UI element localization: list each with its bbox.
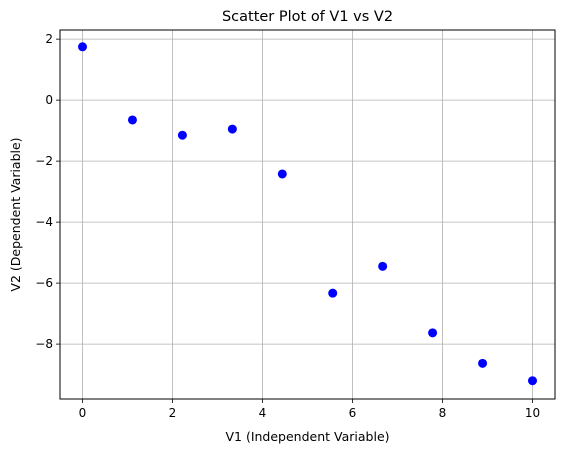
data-point xyxy=(428,328,438,338)
data-point xyxy=(378,261,388,271)
x-axis-label: V1 (Independent Variable) xyxy=(225,429,389,444)
grid-lines xyxy=(60,30,555,399)
x-tick-label: 2 xyxy=(169,406,177,420)
y-tick-label: −8 xyxy=(35,337,53,351)
x-tick-label: 10 xyxy=(525,406,540,420)
y-tick-label: 2 xyxy=(45,32,53,46)
plot-frame xyxy=(59,29,556,400)
y-tick-label: −2 xyxy=(35,154,53,168)
data-point xyxy=(227,124,237,134)
y-tick-label: −6 xyxy=(35,276,53,290)
data-point xyxy=(528,376,537,386)
chart-title: Scatter Plot of V1 vs V2 xyxy=(222,9,393,25)
data-point xyxy=(478,358,488,368)
data-points xyxy=(78,42,537,386)
x-ticks: 0 2 4 6 8 10 xyxy=(79,399,540,420)
data-point xyxy=(127,115,137,125)
x-tick-label: 0 xyxy=(79,406,87,420)
x-tick-label: 4 xyxy=(259,406,267,420)
y-ticks: 2 0 −2 −4 −6 −8 xyxy=(35,32,60,351)
data-point xyxy=(177,130,187,140)
data-point xyxy=(277,169,287,179)
y-axis-label: V2 (Dependent Variable) xyxy=(8,137,23,291)
y-tick-label: 0 xyxy=(45,93,53,107)
x-tick-label: 6 xyxy=(349,406,357,420)
y-tick-label: −4 xyxy=(35,215,53,229)
x-tick-label: 8 xyxy=(439,406,447,420)
data-point xyxy=(328,288,338,298)
data-point xyxy=(78,42,87,52)
